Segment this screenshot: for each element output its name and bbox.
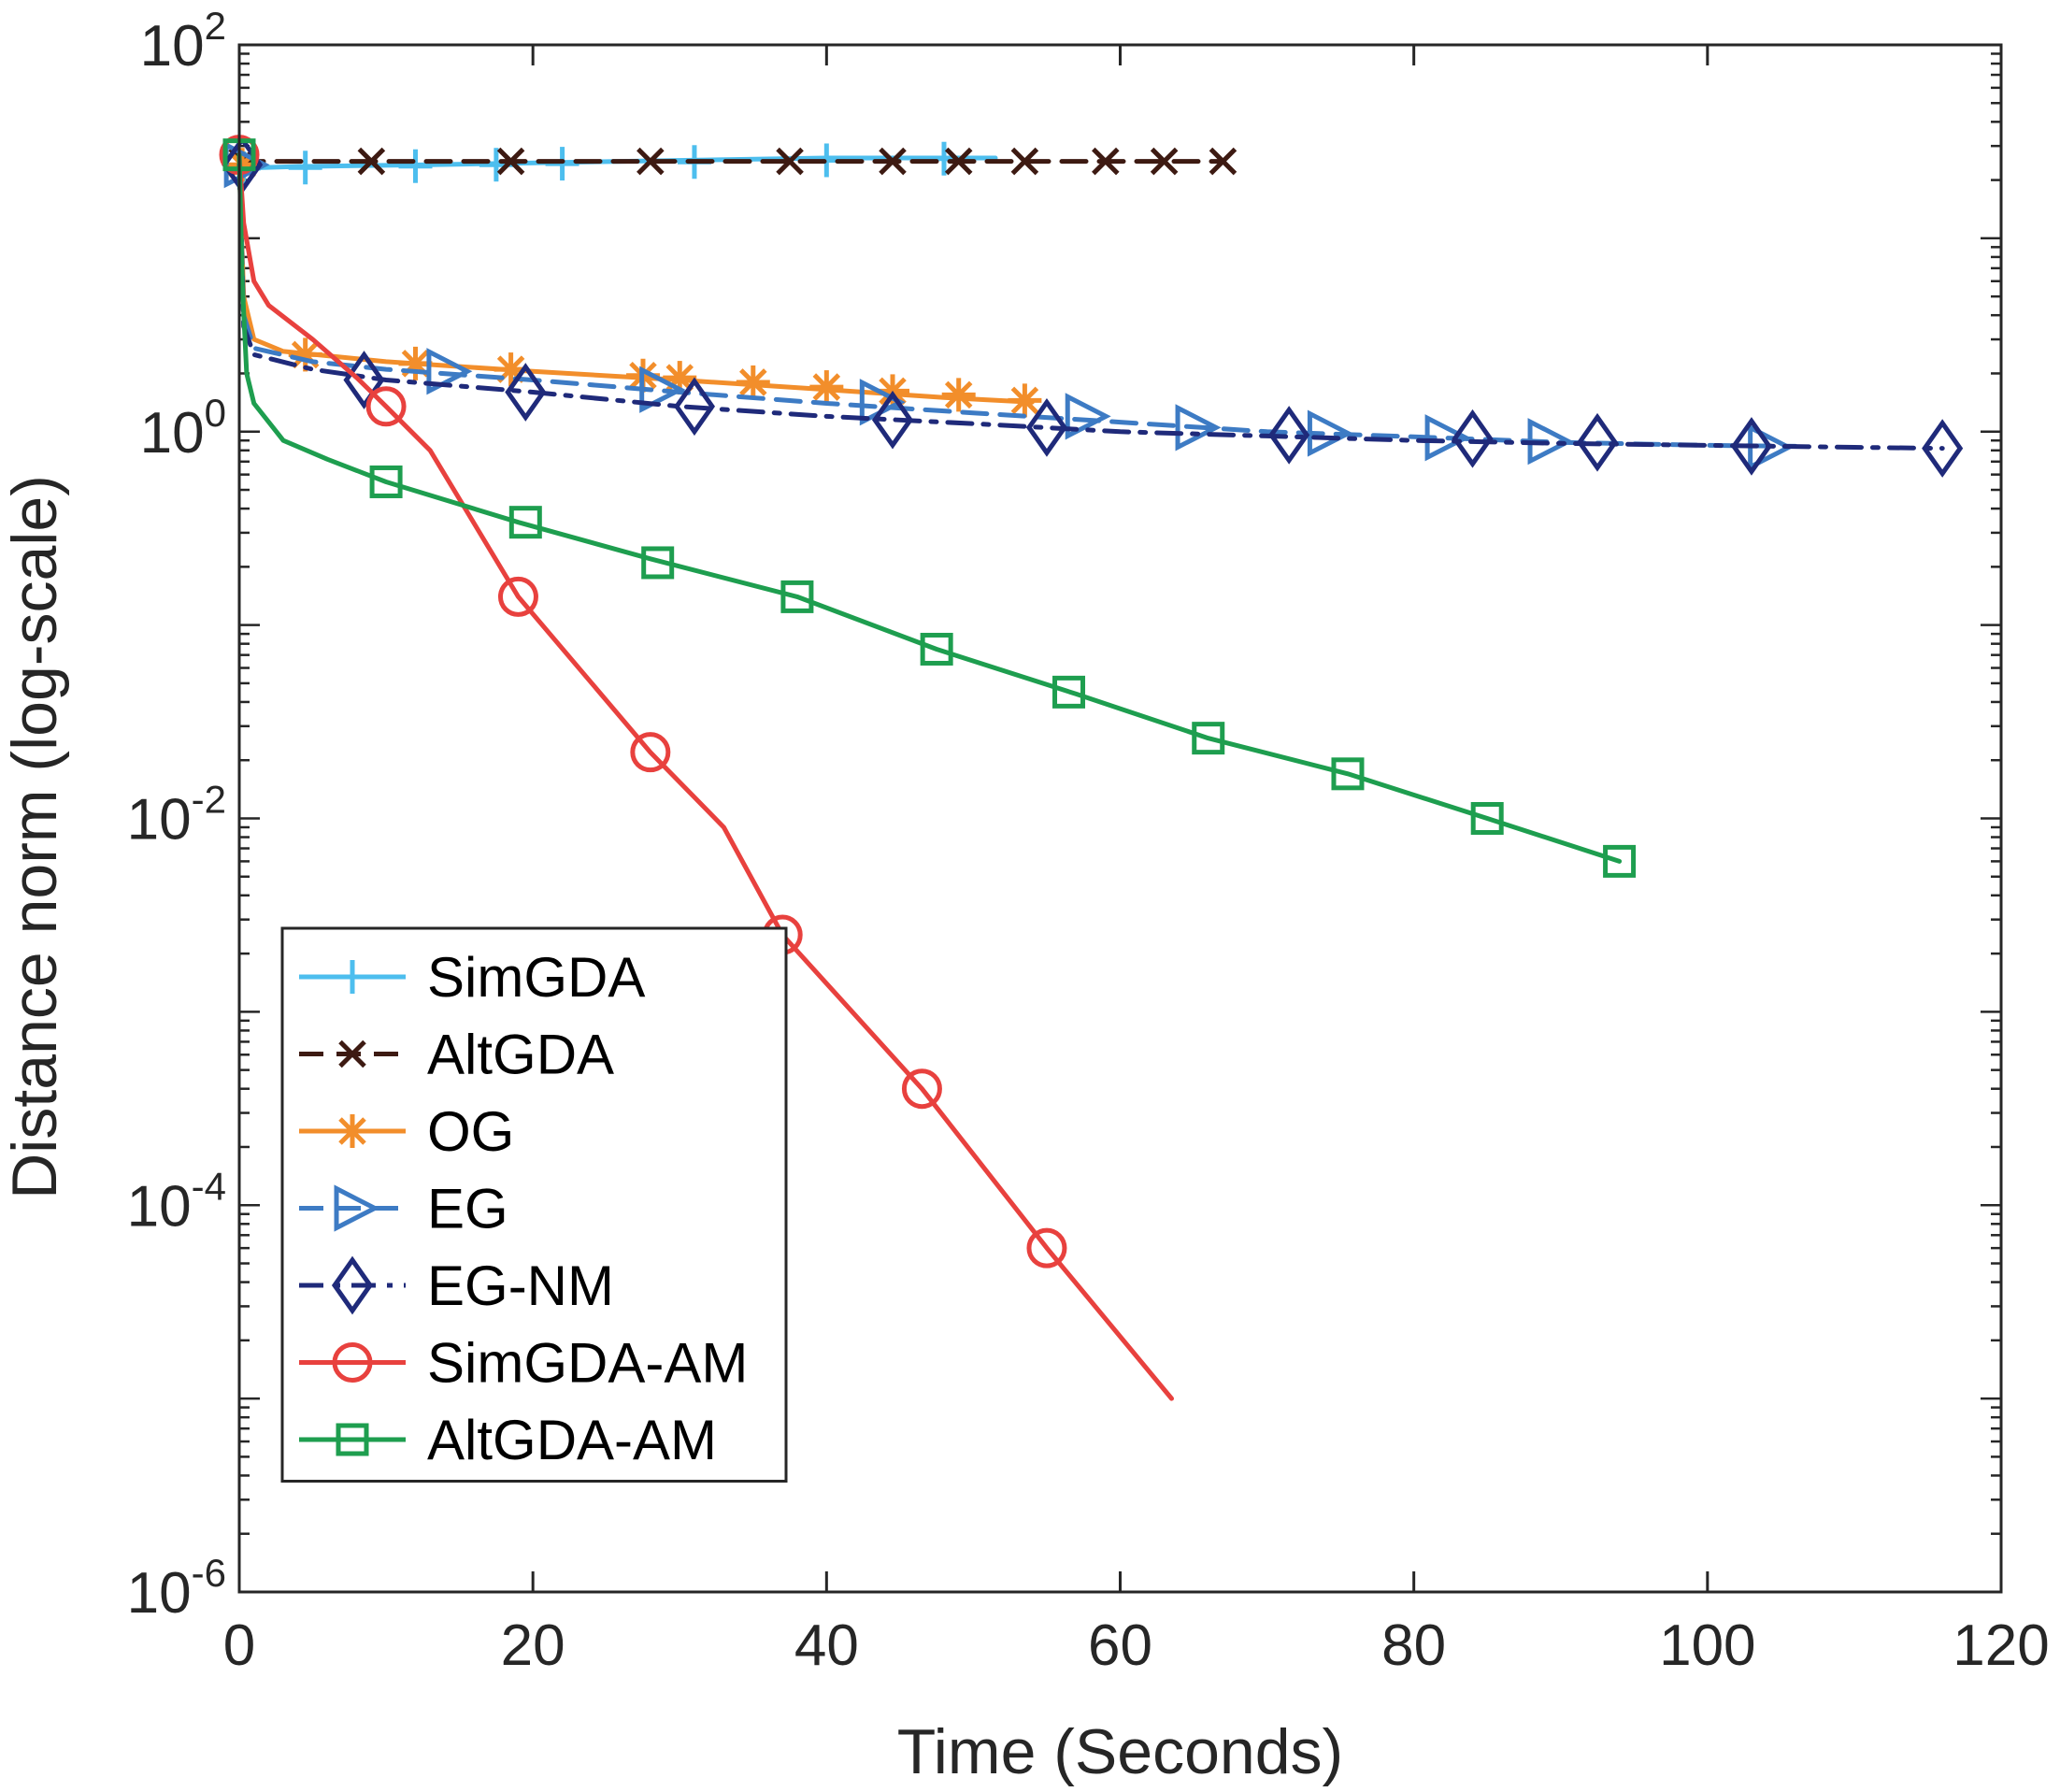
data-point bbox=[1175, 404, 1222, 452]
x-axis-title: Time (Seconds) bbox=[897, 1716, 1343, 1787]
x-tick-label: 100 bbox=[1659, 1613, 1755, 1678]
legend-marker bbox=[336, 1114, 369, 1148]
tick-labels: 0 20 40 60 80 100 120 10-6 10-4 10-2 100 102 bbox=[127, 4, 2050, 1678]
legend-item: EG-NM bbox=[299, 1254, 614, 1317]
legend-marker bbox=[331, 1255, 374, 1315]
legend-label: EG bbox=[427, 1178, 508, 1240]
legend-marker bbox=[332, 1342, 373, 1383]
series-line bbox=[236, 152, 1174, 1401]
y-tick-label: 10-2 bbox=[127, 778, 226, 853]
data-point bbox=[505, 363, 547, 422]
y-tick-label: 102 bbox=[140, 4, 226, 79]
data-point bbox=[1424, 414, 1471, 462]
data-point bbox=[1209, 147, 1237, 176]
data-point bbox=[809, 370, 844, 405]
legend-marker bbox=[338, 1039, 366, 1068]
data-point bbox=[1730, 417, 1773, 476]
legend-label: AltGDA bbox=[427, 1024, 614, 1086]
data-point bbox=[1922, 419, 1964, 478]
data-point bbox=[1470, 802, 1504, 835]
data-point bbox=[639, 366, 686, 413]
data-point bbox=[1025, 398, 1068, 457]
data-point bbox=[920, 632, 953, 666]
legend-item: SimGDA-AM bbox=[299, 1332, 748, 1395]
series-line bbox=[236, 152, 1623, 864]
data-point bbox=[1603, 844, 1637, 878]
data-point bbox=[630, 732, 671, 773]
data-point bbox=[641, 546, 675, 580]
legend-item: EG bbox=[299, 1178, 508, 1240]
data-point bbox=[1268, 406, 1310, 465]
data-point bbox=[736, 365, 770, 399]
series-altgda bbox=[228, 147, 1237, 176]
legend-marker bbox=[334, 1184, 380, 1232]
data-point bbox=[497, 576, 538, 617]
data-point bbox=[780, 580, 814, 613]
series-line bbox=[236, 162, 1945, 452]
y-tick-label: 100 bbox=[140, 391, 226, 466]
data-point bbox=[545, 147, 579, 181]
data-point bbox=[1065, 393, 1111, 440]
legend-marker bbox=[336, 1423, 369, 1456]
x-tick-label: 40 bbox=[794, 1613, 859, 1678]
data-point bbox=[1307, 409, 1353, 457]
y-axis-title: Distance norm (log-scale) bbox=[0, 475, 70, 1199]
data-point bbox=[1192, 722, 1225, 755]
x-tick-label: 60 bbox=[1088, 1613, 1152, 1678]
data-point bbox=[1010, 147, 1039, 176]
data-point bbox=[901, 1068, 942, 1110]
data-point bbox=[426, 348, 473, 395]
legend-item: AltGDA-AM bbox=[299, 1409, 717, 1471]
legend-label: OG bbox=[427, 1100, 514, 1163]
x-tick-label: 120 bbox=[1953, 1613, 2049, 1678]
legend: SimGDA AltGDA OG EG EG-NM SimGDA-AM AltGDA-AM bbox=[280, 926, 788, 1483]
data-point bbox=[357, 147, 386, 176]
x-tick-label: 20 bbox=[501, 1613, 565, 1678]
data-point bbox=[496, 147, 525, 176]
series-eg bbox=[223, 141, 1798, 471]
y-tick-label: 10-4 bbox=[127, 1164, 226, 1239]
data-point bbox=[673, 377, 716, 437]
data-point bbox=[398, 149, 433, 183]
legend-box bbox=[280, 926, 788, 1483]
data-point bbox=[871, 390, 914, 450]
data-point bbox=[1452, 409, 1494, 468]
data-point bbox=[941, 378, 976, 412]
legend-label: SimGDA bbox=[427, 946, 645, 1009]
x-tick-label: 80 bbox=[1381, 1613, 1446, 1678]
data-point bbox=[1008, 383, 1042, 418]
legend-label: AltGDA-AM bbox=[427, 1409, 717, 1471]
data-point bbox=[879, 147, 907, 176]
legend-label: SimGDA-AM bbox=[427, 1332, 748, 1395]
data-point bbox=[1331, 757, 1365, 791]
data-point bbox=[508, 506, 542, 539]
legend-label: EG-NM bbox=[427, 1254, 614, 1317]
data-point bbox=[365, 386, 407, 427]
data-point bbox=[1576, 412, 1619, 472]
data-point bbox=[1092, 147, 1120, 176]
series-line bbox=[236, 162, 1798, 449]
data-point bbox=[1150, 147, 1179, 176]
series-altgda-am bbox=[222, 138, 1637, 878]
data-point bbox=[637, 147, 665, 176]
x-tick-label: 0 bbox=[223, 1613, 255, 1678]
y-tick-label: 10-6 bbox=[127, 1551, 226, 1626]
data-point bbox=[1026, 1227, 1067, 1269]
legend-item: OG bbox=[299, 1100, 514, 1163]
data-point bbox=[369, 465, 403, 498]
legend-item: SimGDA bbox=[299, 946, 645, 1009]
data-point bbox=[1052, 675, 1086, 709]
data-point bbox=[288, 151, 322, 185]
plot-area bbox=[219, 135, 1964, 1401]
data-point bbox=[776, 147, 804, 176]
data-point bbox=[944, 147, 973, 176]
plot-frame bbox=[237, 43, 2003, 1594]
legend-marker bbox=[336, 960, 369, 994]
legend-item: AltGDA bbox=[299, 1024, 614, 1086]
